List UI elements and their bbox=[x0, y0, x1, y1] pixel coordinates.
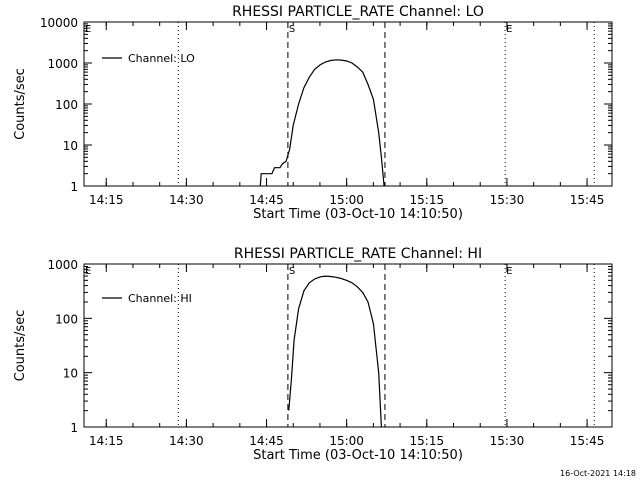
x-tick-label: 14:30 bbox=[169, 193, 204, 207]
event-marker-label: S bbox=[289, 24, 295, 35]
x-tick-label: 15:15 bbox=[410, 193, 445, 207]
x-axis: 14:15 14:30 14:45 15:00 15:15 15:30 15:45 bbox=[89, 264, 604, 448]
x-tick-label: 14:30 bbox=[169, 434, 204, 448]
x-tick-label: 15:00 bbox=[329, 434, 364, 448]
event-marker-label: E bbox=[85, 266, 91, 277]
x-tick-label: 15:45 bbox=[570, 193, 605, 207]
plot-frame bbox=[83, 263, 613, 428]
series-line-lo bbox=[259, 59, 385, 187]
event-marker-label: E bbox=[506, 266, 512, 277]
y-tick-label: 10 bbox=[63, 367, 78, 381]
legend-label: Channel: LO bbox=[128, 52, 195, 65]
legend: Channel: HI bbox=[102, 292, 192, 305]
footer-date: 16-Oct-2021 14:18 bbox=[560, 469, 636, 478]
event-marker-label: S bbox=[289, 266, 295, 277]
y-tick-label: 1000 bbox=[47, 258, 78, 272]
x-tick-label: 15:30 bbox=[490, 193, 525, 207]
x-tick-label: 15:15 bbox=[410, 434, 445, 448]
y-axis-label: Counts/sec bbox=[13, 68, 28, 140]
x-tick-label: 15:00 bbox=[329, 193, 364, 207]
x-tick-label: 14:45 bbox=[249, 434, 284, 448]
y-tick-label: 1 bbox=[70, 180, 78, 194]
y-tick-label: 100 bbox=[55, 312, 78, 326]
panel-hi-channel: RHESSI PARTICLE_RATE Channel: HI 1 10 100 10… bbox=[13, 246, 613, 463]
x-tick-label: 14:45 bbox=[249, 193, 284, 207]
chart-title: RHESSI PARTICLE_RATE Channel: HI bbox=[234, 246, 482, 262]
x-tick-label: 14:15 bbox=[89, 193, 124, 207]
x-tick-label: 15:45 bbox=[570, 434, 605, 448]
event-marker-label: E bbox=[506, 24, 512, 35]
y-axis-label: Counts/sec bbox=[13, 310, 28, 382]
y-tick-label: 10000 bbox=[40, 16, 78, 30]
plot-frame bbox=[83, 21, 613, 187]
series-line-hi bbox=[288, 275, 382, 428]
y-tick-label: 100 bbox=[55, 98, 78, 112]
chart-title: RHESSI PARTICLE_RATE Channel: LO bbox=[232, 4, 484, 20]
panel-lo-channel: RHESSI PARTICLE_RATE Channel: LO 1 10 100 10… bbox=[13, 4, 613, 222]
x-tick-label: 14:15 bbox=[89, 434, 124, 448]
x-axis-label: Start Time (03-Oct-10 14:10:50) bbox=[253, 207, 463, 222]
legend-label: Channel: HI bbox=[128, 292, 192, 305]
event-marker-label: E bbox=[85, 24, 91, 35]
y-tick-label: 1000 bbox=[47, 57, 78, 71]
y-tick-label: 10 bbox=[63, 139, 78, 153]
y-axis: 1 10 100 1000 bbox=[47, 258, 612, 435]
legend: Channel: LO bbox=[102, 52, 195, 65]
x-axis-label: Start Time (03-Oct-10 14:10:50) bbox=[253, 448, 463, 463]
x-tick-label: 15:30 bbox=[490, 434, 525, 448]
y-axis: 1 10 100 1000 10000 bbox=[40, 16, 612, 194]
x-axis: 14:15 14:30 14:45 15:00 15:15 15:30 15:45 bbox=[89, 22, 604, 207]
y-tick-label: 1 bbox=[70, 421, 78, 435]
